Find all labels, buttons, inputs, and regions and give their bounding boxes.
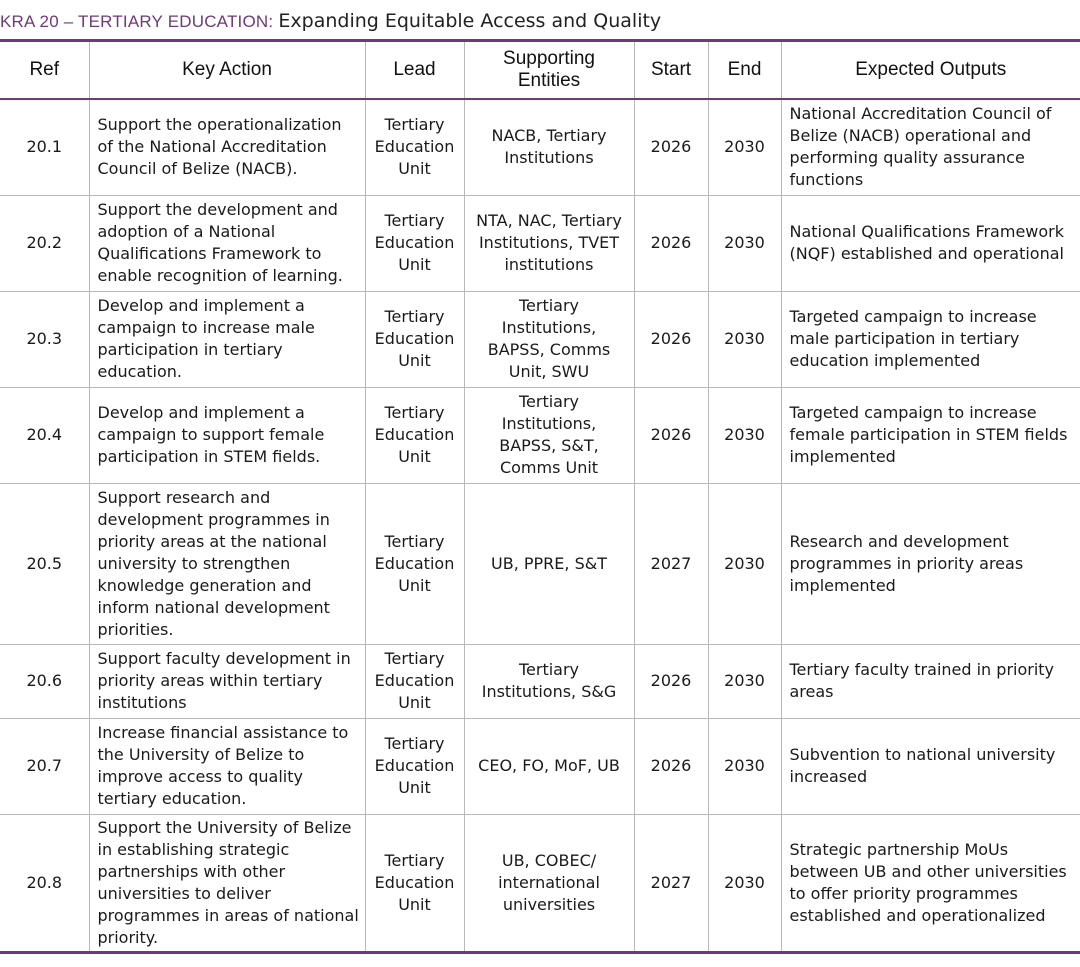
cell-end: 2030 — [707, 195, 782, 292]
cell-key-action: Support the operationalization of the Na… — [88, 99, 366, 196]
cell-end: 2030 — [707, 483, 782, 645]
cell-ref: 20.2 — [0, 195, 90, 292]
column-header-end: End — [707, 40, 782, 100]
cell-key-action: Support faculty development in priority … — [88, 644, 366, 719]
cell-supporting-entities: Tertiary Institutions, BAPSS, S&T, Comms… — [463, 387, 635, 484]
cell-key-action: Support research and development program… — [88, 483, 366, 645]
cell-supporting-entities: Tertiary Institutions, S&G — [463, 644, 635, 719]
action-table: Ref Key Action Lead Supporting Entities … — [0, 39, 1080, 954]
kra-label: KRA 20 – TERTIARY EDUCATION: — [0, 12, 274, 31]
cell-ref: 20.1 — [0, 99, 90, 196]
cell-lead: Tertiary Education Unit — [364, 387, 465, 484]
column-header-supporting-entities: Supporting Entities — [463, 40, 635, 100]
cell-ref: 20.3 — [0, 291, 90, 388]
cell-supporting-entities: NTA, NAC, Tertiary Institutions, TVET in… — [463, 195, 635, 292]
cell-expected-outputs: Targeted campaign to increase female par… — [780, 387, 1080, 484]
cell-expected-outputs: Targeted campaign to increase male parti… — [780, 291, 1080, 388]
column-header-expected-outputs: Expected Outputs — [780, 40, 1080, 100]
cell-lead: Tertiary Education Unit — [364, 195, 465, 292]
page-title: KRA 20 – TERTIARY EDUCATION: Expanding E… — [0, 10, 661, 36]
table-row: 20.5 Support research and development pr… — [0, 483, 1080, 645]
column-header-lead: Lead — [364, 40, 465, 100]
cell-start: 2026 — [633, 644, 709, 719]
cell-lead: Tertiary Education Unit — [364, 291, 465, 388]
cell-ref: 20.5 — [0, 483, 90, 645]
table-row: 20.3 Develop and implement a campaign to… — [0, 291, 1080, 388]
table-row: 20.8 Support the University of Belize in… — [0, 814, 1080, 952]
cell-key-action: Support the development and adoption of … — [88, 195, 366, 292]
cell-end: 2030 — [707, 99, 782, 196]
cell-key-action: Develop and implement a campaign to incr… — [88, 291, 366, 388]
cell-supporting-entities: UB, COBEC/ international universities — [463, 814, 635, 952]
cell-supporting-entities: Tertiary Institutions, BAPSS, Comms Unit… — [463, 291, 635, 388]
cell-expected-outputs: Tertiary faculty trained in priority are… — [780, 644, 1080, 719]
cell-ref: 20.7 — [0, 718, 90, 815]
column-header-ref: Ref — [0, 40, 90, 100]
table-row: 20.7 Increase financial assistance to th… — [0, 718, 1080, 815]
kra-subtitle: Expanding Equitable Access and Quality — [278, 10, 662, 32]
cell-expected-outputs: Research and development programmes in p… — [780, 483, 1080, 645]
table-row: 20.1 Support the operationalization of t… — [0, 99, 1080, 196]
cell-expected-outputs: Subvention to national university increa… — [780, 718, 1080, 815]
column-header-key-action: Key Action — [88, 40, 366, 100]
cell-start: 2026 — [633, 195, 709, 292]
cell-key-action: Increase financial assistance to the Uni… — [88, 718, 366, 815]
cell-expected-outputs: Strategic partnership MoUs between UB an… — [780, 814, 1080, 952]
cell-start: 2027 — [633, 483, 709, 645]
cell-lead: Tertiary Education Unit — [364, 644, 465, 719]
cell-supporting-entities: UB, PPRE, S&T — [463, 483, 635, 645]
cell-end: 2030 — [707, 644, 782, 719]
cell-start: 2027 — [633, 814, 709, 952]
cell-start: 2026 — [633, 291, 709, 388]
cell-end: 2030 — [707, 718, 782, 815]
cell-lead: Tertiary Education Unit — [364, 483, 465, 645]
cell-ref: 20.8 — [0, 814, 90, 952]
cell-key-action: Develop and implement a campaign to supp… — [88, 387, 366, 484]
cell-lead: Tertiary Education Unit — [364, 99, 465, 196]
cell-expected-outputs: National Accreditation Council of Belize… — [780, 99, 1080, 196]
table-row: 20.6 Support faculty development in prio… — [0, 644, 1080, 719]
cell-supporting-entities: NACB, Tertiary Institutions — [463, 99, 635, 196]
cell-end: 2030 — [707, 387, 782, 484]
cell-lead: Tertiary Education Unit — [364, 718, 465, 815]
column-header-start: Start — [633, 40, 709, 100]
cell-lead: Tertiary Education Unit — [364, 814, 465, 952]
cell-end: 2030 — [707, 291, 782, 388]
table-header-row: Ref Key Action Lead Supporting Entities … — [0, 40, 1080, 100]
table-row: 20.2 Support the development and adoptio… — [0, 195, 1080, 292]
cell-key-action: Support the University of Belize in esta… — [88, 814, 366, 952]
cell-start: 2026 — [633, 99, 709, 196]
cell-start: 2026 — [633, 387, 709, 484]
cell-end: 2030 — [707, 814, 782, 952]
cell-start: 2026 — [633, 718, 709, 815]
cell-ref: 20.4 — [0, 387, 90, 484]
table-row: 20.4 Develop and implement a campaign to… — [0, 387, 1080, 484]
cell-supporting-entities: CEO, FO, MoF, UB — [463, 718, 635, 815]
cell-expected-outputs: National Qualifications Framework (NQF) … — [780, 195, 1080, 292]
cell-ref: 20.6 — [0, 644, 90, 719]
